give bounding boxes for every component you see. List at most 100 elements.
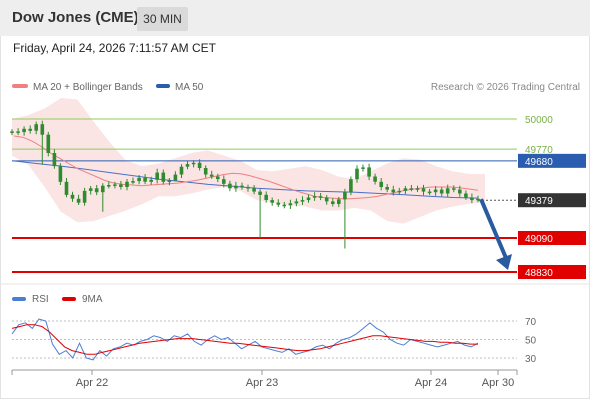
candle-body-48 bbox=[300, 200, 305, 202]
level-label-49770: 49770 bbox=[525, 145, 553, 156]
candle-body-6 bbox=[46, 134, 51, 153]
x-tick-label-1: Apr 23 bbox=[246, 377, 278, 389]
credit-label: Research © 2026 Trading Central bbox=[431, 82, 580, 93]
x-tick-label-2: Apr 24 bbox=[415, 377, 447, 389]
rsi-tick-30: 30 bbox=[525, 354, 537, 365]
candle-body-58 bbox=[361, 167, 365, 169]
ma20-legend-label: MA 20 + Bollinger Bands bbox=[33, 82, 143, 93]
candle-body-0 bbox=[10, 131, 14, 133]
x-tick-label-3: Apr 30 bbox=[482, 377, 514, 389]
candle-body-34 bbox=[216, 176, 220, 180]
candle-body-28 bbox=[179, 166, 184, 175]
ma50-legend-swatch bbox=[156, 84, 170, 88]
timeframe-badge[interactable]: 30 MIN bbox=[137, 7, 188, 31]
candle-body-36 bbox=[228, 183, 232, 189]
candle-body-45 bbox=[282, 204, 287, 207]
candle-body-53 bbox=[331, 201, 335, 204]
forecast-arrow-shaft bbox=[479, 198, 508, 259]
candle-body-15 bbox=[101, 185, 105, 193]
ma50-line bbox=[11, 160, 479, 199]
candle-body-24 bbox=[155, 172, 159, 180]
level-label-50000: 50000 bbox=[525, 115, 553, 126]
rsi-ma9-line bbox=[11, 324, 478, 355]
candle-body-3 bbox=[28, 128, 32, 131]
candle-body-42 bbox=[264, 194, 268, 200]
candle-body-26 bbox=[167, 180, 172, 182]
candle-body-64 bbox=[397, 190, 402, 193]
ma9-legend-swatch bbox=[62, 297, 76, 301]
forecast-arrow-head bbox=[496, 254, 512, 270]
candle-body-70 bbox=[433, 189, 438, 193]
level-tag-48830 bbox=[518, 265, 586, 279]
candle-body-67 bbox=[415, 188, 420, 190]
level-tag-49680 bbox=[518, 153, 586, 168]
candle-body-19 bbox=[125, 181, 129, 187]
candle-body-50 bbox=[312, 196, 317, 198]
candle-body-5 bbox=[40, 124, 45, 135]
candle-body-31 bbox=[197, 162, 202, 168]
candle-body-38 bbox=[240, 185, 244, 188]
candle-body-32 bbox=[203, 168, 208, 175]
candle-body-49 bbox=[306, 197, 311, 201]
level-label-48830: 48830 bbox=[525, 268, 553, 279]
candle-body-11 bbox=[76, 198, 81, 203]
x-tick-label-0: Apr 22 bbox=[76, 377, 108, 389]
candle-body-75 bbox=[464, 193, 468, 198]
instrument-title: Dow Jones (CME) bbox=[12, 9, 139, 26]
x-axis: Apr 22 Apr 23 Apr 24 Apr 30 bbox=[11, 369, 518, 389]
candle-body-43 bbox=[270, 200, 274, 203]
candle-body-1 bbox=[16, 131, 20, 133]
candle-body-77 bbox=[476, 198, 480, 201]
candle-body-72 bbox=[445, 188, 450, 194]
candle-body-66 bbox=[409, 188, 414, 190]
datetime-label: Friday, April 24, 2026 7:11:57 AM CET bbox=[13, 41, 216, 55]
candle-body-29 bbox=[185, 164, 190, 167]
candle-body-68 bbox=[421, 188, 426, 192]
candles-layer bbox=[10, 120, 512, 270]
ma20-legend-swatch bbox=[12, 84, 28, 88]
candle-body-33 bbox=[209, 174, 214, 177]
rsi-tick-50: 50 bbox=[525, 336, 537, 347]
candle-body-69 bbox=[427, 191, 432, 194]
rsi-pane: 70 50 30 bbox=[11, 317, 537, 365]
candle-body-2 bbox=[22, 128, 26, 133]
candle-body-8 bbox=[58, 166, 63, 182]
candle-body-37 bbox=[234, 185, 238, 189]
candle-body-9 bbox=[64, 181, 69, 195]
candle-body-13 bbox=[88, 188, 93, 191]
bollinger-band bbox=[12, 98, 485, 224]
rsi-tick-70: 70 bbox=[525, 317, 537, 328]
candle-body-10 bbox=[70, 194, 75, 199]
candle-body-22 bbox=[143, 177, 147, 182]
level-tag-49379 bbox=[518, 193, 586, 208]
candle-body-46 bbox=[288, 203, 293, 206]
candle-body-27 bbox=[173, 174, 178, 181]
candle-body-14 bbox=[94, 188, 99, 193]
price-levels-layer bbox=[12, 118, 517, 273]
ma9-legend-label: 9MA bbox=[82, 294, 103, 305]
candle-body-54 bbox=[337, 199, 341, 204]
candle-body-63 bbox=[391, 189, 396, 193]
candle-body-4 bbox=[34, 124, 38, 131]
chart-header: Dow Jones (CME) 30 MIN bbox=[0, 0, 590, 36]
candle-body-21 bbox=[137, 177, 141, 182]
candle-body-73 bbox=[452, 188, 456, 190]
level-tag-49090 bbox=[518, 231, 586, 245]
candle-body-56 bbox=[349, 179, 353, 193]
candle-body-41 bbox=[258, 191, 262, 195]
rsi-legend-label: RSI bbox=[32, 294, 49, 305]
candle-body-39 bbox=[246, 187, 250, 189]
candle-body-47 bbox=[294, 201, 299, 204]
candle-body-59 bbox=[367, 167, 371, 177]
candle-body-57 bbox=[355, 168, 359, 180]
candle-body-51 bbox=[318, 196, 323, 198]
candle-body-20 bbox=[131, 181, 135, 183]
ma50-legend-label: MA 50 bbox=[175, 82, 204, 93]
candle-body-74 bbox=[458, 189, 462, 194]
bollinger-band-layer bbox=[12, 98, 485, 224]
candle-body-44 bbox=[276, 202, 281, 205]
candle-body-16 bbox=[107, 185, 111, 187]
candle-body-62 bbox=[385, 187, 389, 190]
